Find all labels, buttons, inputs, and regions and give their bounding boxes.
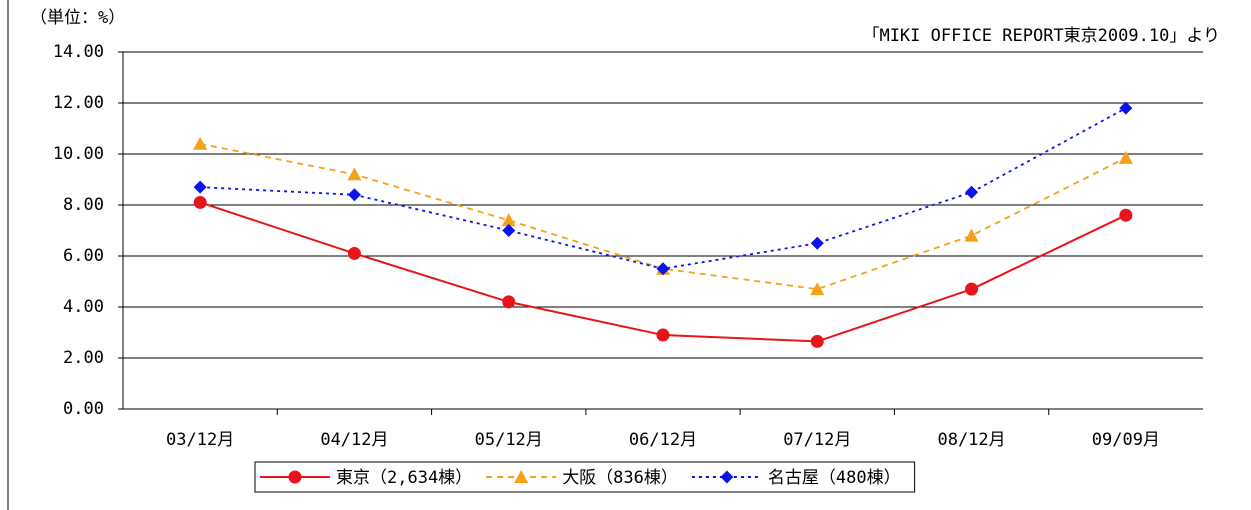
source-note: 「MIKI OFFICE REPORT東京2009.10」より bbox=[862, 26, 1220, 46]
marker bbox=[193, 195, 207, 209]
marker bbox=[347, 188, 361, 202]
y-tick-label: 14.00 bbox=[53, 42, 104, 62]
marker bbox=[1119, 101, 1133, 115]
marker bbox=[810, 282, 825, 296]
legend-label: 東京（2,634棟） bbox=[336, 468, 472, 488]
marker bbox=[1119, 208, 1133, 222]
y-tick-label: 8.00 bbox=[63, 195, 104, 215]
marker bbox=[656, 328, 670, 342]
marker bbox=[656, 262, 670, 276]
y-tick-label: 0.00 bbox=[63, 399, 104, 419]
marker bbox=[288, 470, 302, 484]
x-tick-label: 07/12月 bbox=[783, 430, 851, 450]
x-tick-label: 03/12月 bbox=[166, 430, 234, 450]
marker bbox=[965, 185, 979, 199]
x-tick-label: 05/12月 bbox=[475, 430, 543, 450]
marker bbox=[514, 470, 529, 483]
marker bbox=[347, 246, 361, 260]
x-tick-label: 08/12月 bbox=[937, 430, 1005, 450]
marker bbox=[964, 228, 979, 242]
marker bbox=[193, 136, 208, 150]
x-tick-label: 09/09月 bbox=[1092, 430, 1160, 450]
marker bbox=[502, 295, 516, 309]
marker bbox=[501, 213, 516, 227]
marker bbox=[502, 224, 516, 237]
y-tick-label: 4.00 bbox=[63, 297, 104, 317]
marker bbox=[810, 334, 824, 348]
marker bbox=[347, 167, 362, 181]
unit-label: （単位：%） bbox=[30, 8, 125, 28]
y-tick-label: 10.00 bbox=[53, 144, 104, 164]
legend-box bbox=[254, 461, 916, 493]
y-tick-label: 6.00 bbox=[63, 246, 104, 266]
legend-label: 大阪（836棟） bbox=[562, 468, 678, 488]
y-tick-label: 2.00 bbox=[63, 348, 104, 368]
legend-label: 名古屋（480棟） bbox=[768, 468, 901, 488]
marker bbox=[720, 470, 734, 484]
x-tick-label: 04/12月 bbox=[320, 430, 388, 450]
x-tick-label: 06/12月 bbox=[629, 430, 697, 450]
y-tick-label: 12.00 bbox=[53, 93, 104, 113]
marker bbox=[193, 180, 207, 194]
marker bbox=[965, 282, 979, 296]
marker bbox=[1118, 150, 1133, 164]
series-line bbox=[200, 107, 1127, 270]
marker bbox=[810, 236, 824, 250]
